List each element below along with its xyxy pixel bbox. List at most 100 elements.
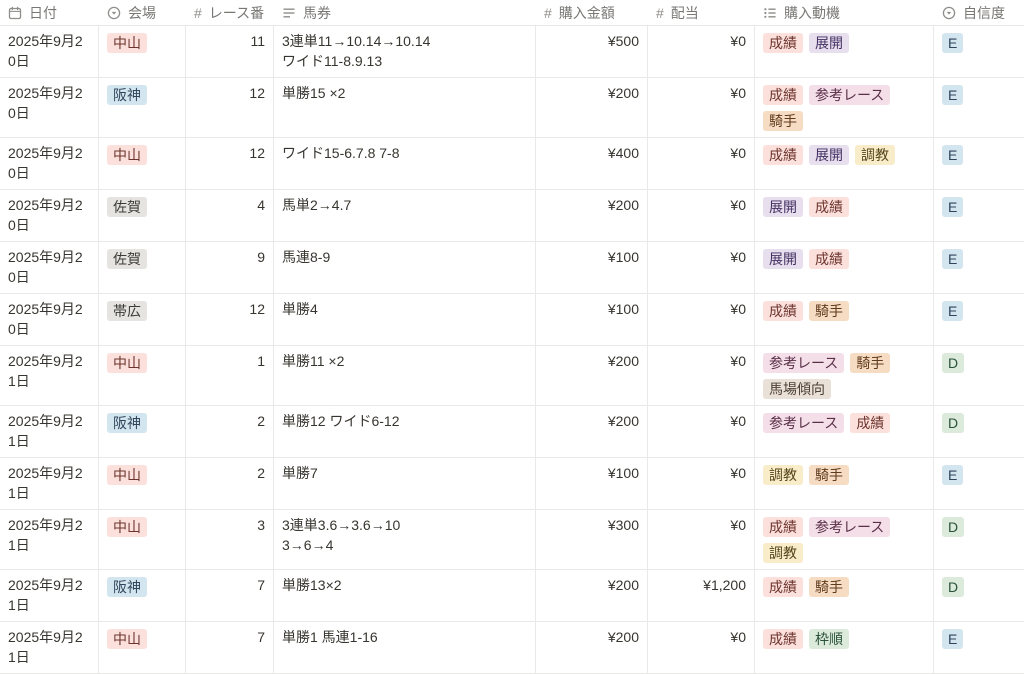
confidence-cell[interactable]: E	[934, 78, 1024, 137]
bet-cell[interactable]: 単勝12 ワイド6-12	[274, 406, 536, 457]
confidence-cell[interactable]: E	[934, 622, 1024, 673]
column-header-date[interactable]: 日付	[0, 0, 99, 25]
date-cell[interactable]: 2025年9月20日	[0, 138, 99, 189]
race-number-cell[interactable]: 12	[186, 294, 274, 345]
amount-cell[interactable]: ¥200	[536, 346, 648, 405]
confidence-cell[interactable]: E	[934, 138, 1024, 189]
motives-cell[interactable]: 成績 展開 調教	[755, 138, 934, 189]
date-cell[interactable]: 2025年9月20日	[0, 78, 99, 137]
venue-cell[interactable]: 中山	[99, 138, 186, 189]
motives-cell[interactable]: 成績 参考レース 調教	[755, 510, 934, 569]
race-number-cell[interactable]: 7	[186, 622, 274, 673]
race-number-cell[interactable]: 1	[186, 346, 274, 405]
amount-cell[interactable]: ¥200	[536, 570, 648, 621]
venue-cell[interactable]: 阪神	[99, 406, 186, 457]
venue-cell[interactable]: 阪神	[99, 78, 186, 137]
amount-cell[interactable]: ¥200	[536, 622, 648, 673]
amount-cell[interactable]: ¥500	[536, 26, 648, 77]
bet-cell[interactable]: 単勝1 馬連1-16	[274, 622, 536, 673]
payout-cell[interactable]: ¥0	[648, 510, 755, 569]
date-cell[interactable]: 2025年9月20日	[0, 190, 99, 241]
race-number-cell[interactable]: 12	[186, 138, 274, 189]
motives-cell[interactable]: 調教 騎手	[755, 458, 934, 509]
race-number-cell[interactable]: 12	[186, 78, 274, 137]
confidence-cell[interactable]: E	[934, 242, 1024, 293]
bet-cell[interactable]: 単勝4	[274, 294, 536, 345]
race-number-cell[interactable]: 9	[186, 242, 274, 293]
column-header-venue[interactable]: 会場	[99, 0, 186, 25]
amount-cell[interactable]: ¥100	[536, 458, 648, 509]
motives-cell[interactable]: 参考レース 騎手 馬場傾向	[755, 346, 934, 405]
motives-cell[interactable]: 展開 成績	[755, 190, 934, 241]
bet-cell[interactable]: 単勝15 ×2	[274, 78, 536, 137]
bet-cell[interactable]: 馬連8-9	[274, 242, 536, 293]
confidence-cell[interactable]: E	[934, 294, 1024, 345]
venue-cell[interactable]: 帯広	[99, 294, 186, 345]
motives-cell[interactable]: 成績 参考レース 騎手	[755, 78, 934, 137]
date-cell[interactable]: 2025年9月21日	[0, 458, 99, 509]
venue-cell[interactable]: 中山	[99, 510, 186, 569]
payout-cell[interactable]: ¥0	[648, 190, 755, 241]
date-cell[interactable]: 2025年9月21日	[0, 570, 99, 621]
amount-cell[interactable]: ¥200	[536, 406, 648, 457]
motives-cell[interactable]: 参考レース 成績	[755, 406, 934, 457]
confidence-cell[interactable]: D	[934, 406, 1024, 457]
motives-cell[interactable]: 成績 騎手	[755, 294, 934, 345]
bet-cell[interactable]: ワイド15-6.7.8 7-8	[274, 138, 536, 189]
amount-cell[interactable]: ¥200	[536, 78, 648, 137]
motives-cell[interactable]: 成績 騎手	[755, 570, 934, 621]
payout-cell[interactable]: ¥0	[648, 242, 755, 293]
amount-cell[interactable]: ¥100	[536, 294, 648, 345]
date-cell[interactable]: 2025年9月20日	[0, 242, 99, 293]
amount-cell[interactable]: ¥200	[536, 190, 648, 241]
payout-cell[interactable]: ¥1,200	[648, 570, 755, 621]
venue-cell[interactable]: 中山	[99, 346, 186, 405]
column-header-bet[interactable]: 馬券	[274, 0, 536, 25]
payout-cell[interactable]: ¥0	[648, 138, 755, 189]
confidence-cell[interactable]: E	[934, 458, 1024, 509]
venue-cell[interactable]: 阪神	[99, 570, 186, 621]
payout-cell[interactable]: ¥0	[648, 458, 755, 509]
venue-cell[interactable]: 中山	[99, 26, 186, 77]
confidence-cell[interactable]: D	[934, 510, 1024, 569]
payout-cell[interactable]: ¥0	[648, 294, 755, 345]
venue-cell[interactable]: 中山	[99, 458, 186, 509]
confidence-cell[interactable]: E	[934, 190, 1024, 241]
race-number-cell[interactable]: 2	[186, 406, 274, 457]
date-cell[interactable]: 2025年9月21日	[0, 510, 99, 569]
race-number-cell[interactable]: 11	[186, 26, 274, 77]
confidence-cell[interactable]: D	[934, 346, 1024, 405]
payout-cell[interactable]: ¥0	[648, 78, 755, 137]
venue-cell[interactable]: 佐賀	[99, 190, 186, 241]
date-cell[interactable]: 2025年9月21日	[0, 622, 99, 673]
payout-cell[interactable]: ¥0	[648, 26, 755, 77]
confidence-cell[interactable]: E	[934, 26, 1024, 77]
column-header-confidence[interactable]: 自信度	[934, 0, 1024, 25]
race-number-cell[interactable]: 7	[186, 570, 274, 621]
amount-cell[interactable]: ¥100	[536, 242, 648, 293]
column-header-amount[interactable]: # 購入金額	[536, 0, 648, 25]
column-header-race-number[interactable]: # レース番	[186, 0, 274, 25]
bet-cell[interactable]: 3連単11→10.14→10.14 ワイド11-8.9.13	[274, 26, 536, 77]
payout-cell[interactable]: ¥0	[648, 622, 755, 673]
amount-cell[interactable]: ¥300	[536, 510, 648, 569]
date-cell[interactable]: 2025年9月21日	[0, 406, 99, 457]
date-cell[interactable]: 2025年9月20日	[0, 26, 99, 77]
date-cell[interactable]: 2025年9月21日	[0, 346, 99, 405]
bet-cell[interactable]: 3連単3.6→3.6→10 3→6→4	[274, 510, 536, 569]
motives-cell[interactable]: 成績 展開	[755, 26, 934, 77]
motives-cell[interactable]: 展開 成績	[755, 242, 934, 293]
column-header-motive[interactable]: 購入動機	[755, 0, 934, 25]
race-number-cell[interactable]: 3	[186, 510, 274, 569]
bet-cell[interactable]: 単勝11 ×2	[274, 346, 536, 405]
venue-cell[interactable]: 佐賀	[99, 242, 186, 293]
bet-cell[interactable]: 馬単2→4.7	[274, 190, 536, 241]
race-number-cell[interactable]: 4	[186, 190, 274, 241]
motives-cell[interactable]: 成績 枠順	[755, 622, 934, 673]
confidence-cell[interactable]: D	[934, 570, 1024, 621]
payout-cell[interactable]: ¥0	[648, 346, 755, 405]
bet-cell[interactable]: 単勝13×2	[274, 570, 536, 621]
column-header-payout[interactable]: # 配当	[648, 0, 755, 25]
race-number-cell[interactable]: 2	[186, 458, 274, 509]
venue-cell[interactable]: 中山	[99, 622, 186, 673]
